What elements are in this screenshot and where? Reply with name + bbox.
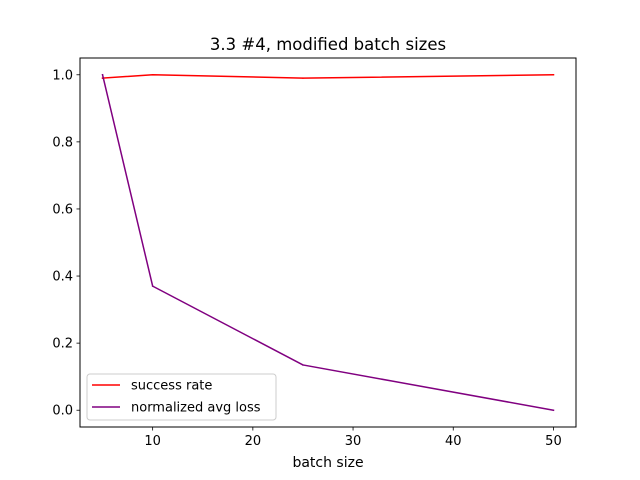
chart-title: 3.3 #4, modified batch sizes xyxy=(210,35,446,54)
legend: success rate normalized avg loss xyxy=(86,373,277,421)
plot-frame xyxy=(79,57,577,428)
x-tick-label: 30 xyxy=(345,434,362,449)
legend-label-1: normalized avg loss xyxy=(131,401,261,416)
y-tick-label: 0.0 xyxy=(52,404,73,419)
y-tick-label: 0.8 xyxy=(52,135,73,150)
x-tick-label: 40 xyxy=(445,434,462,449)
x-tick-label: 20 xyxy=(245,434,262,449)
data-point xyxy=(552,74,555,76)
x-tick-label: 10 xyxy=(144,434,161,449)
y-tick-label: 0.6 xyxy=(52,202,73,217)
x-tick-label: 50 xyxy=(545,434,562,449)
data-point xyxy=(151,285,154,287)
data-point xyxy=(101,74,104,76)
data-point xyxy=(151,74,154,76)
legend-box xyxy=(86,373,277,421)
y-tick-label: 0.4 xyxy=(52,270,73,285)
data-point xyxy=(302,77,304,79)
legend-label-0: success rate xyxy=(131,379,212,394)
data-point xyxy=(552,409,555,411)
x-axis-label: batch size xyxy=(292,455,363,471)
y-tick-label: 0.2 xyxy=(52,337,73,352)
series-line-0 xyxy=(101,74,555,79)
x-axis: 10 20 30 40 50 xyxy=(144,427,562,449)
y-axis: 0.0 0.2 0.4 0.6 0.8 1.0 xyxy=(52,68,80,419)
series-layer xyxy=(101,73,555,412)
y-tick-label: 1.0 xyxy=(52,68,73,83)
series-line-1 xyxy=(101,73,555,412)
data-point xyxy=(302,364,304,366)
